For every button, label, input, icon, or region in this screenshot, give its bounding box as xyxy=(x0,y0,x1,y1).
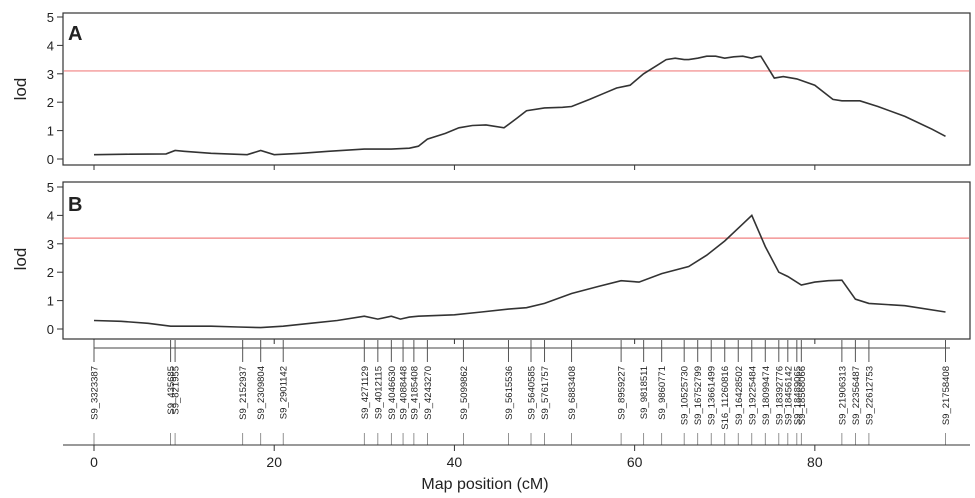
marker-label: S9_2152937 xyxy=(238,366,249,420)
map-position-tick-label: 60 xyxy=(627,454,643,470)
marker-label: S9_18568066 xyxy=(797,366,808,425)
panel-a-ytick-label: 0 xyxy=(47,152,54,167)
panel-a-ytick-label: 4 xyxy=(47,38,54,53)
panel-a-ytick-label: 2 xyxy=(47,95,54,110)
panel-b-ytick-label: 3 xyxy=(47,237,54,252)
marker-label: S9_6883408 xyxy=(567,366,578,420)
panel-a-ytick-label: 1 xyxy=(47,124,54,139)
marker-label: S9_4088448 xyxy=(399,366,410,420)
panel-a-frame xyxy=(62,12,971,166)
marker-label: S9_4185408 xyxy=(409,366,420,420)
marker-label: S9_4012115 xyxy=(373,366,384,419)
panel-b-ytick-label: 0 xyxy=(47,322,54,337)
panel-b-label: B xyxy=(68,194,82,216)
marker-label: S9_16752799 xyxy=(693,366,704,425)
panel-a-ytick-label: 5 xyxy=(47,10,54,25)
panel-b-x-ticks xyxy=(93,339,816,344)
marker-label: S9_5761757 xyxy=(540,366,551,420)
marker-label: S9_18392776 xyxy=(774,366,785,425)
marker-label: S9_3323387 xyxy=(90,366,101,420)
panel-b-ytick-label: 5 xyxy=(47,180,54,195)
marker-label: S9_4046630 xyxy=(387,366,398,420)
marker-label: S9_18099474 xyxy=(761,366,772,425)
map-position-xlabel: Map position (cM) xyxy=(421,476,548,493)
marker-label: S9_9818511 xyxy=(639,366,650,419)
marker-label: S9_18489065 xyxy=(792,366,803,425)
panel-b-lod-curve xyxy=(93,214,946,329)
panel-a-label: A xyxy=(68,23,82,45)
map-position-tick-label: 0 xyxy=(90,454,98,470)
marker-label: S9_13661499 xyxy=(707,366,718,425)
map-position-tick-label: 80 xyxy=(807,454,823,470)
marker-label: S9_18456142 xyxy=(783,366,794,425)
marker-label: S9_5099862 xyxy=(459,366,470,420)
marker-label: S9_10525730 xyxy=(680,366,691,425)
marker-label: S16_11260816 xyxy=(720,366,731,430)
panel-b-ytick-label: 4 xyxy=(47,208,54,223)
panel-a-ytick-label: 3 xyxy=(47,67,54,82)
map-position-tick-label: 40 xyxy=(447,454,463,470)
panel-a-ylabel: lod xyxy=(11,78,30,101)
panel-b-ytick-label: 2 xyxy=(47,265,54,280)
marker-label: S9_2309804 xyxy=(256,366,267,420)
marker-label: S9_2901142 xyxy=(279,366,290,419)
marker-label: S9_821955 xyxy=(171,366,182,415)
panel-b-y-axis: 0 1 2 3 4 5 xyxy=(47,180,63,337)
marker-label: S9_22612753 xyxy=(864,366,875,425)
marker-label: S9_19225484 xyxy=(747,366,758,425)
panel-a-lod-curve xyxy=(93,55,946,156)
marker-label: S9_8959227 xyxy=(617,366,628,420)
marker-label: S9_435685 xyxy=(166,366,177,415)
marker-label: S9_5640585 xyxy=(527,366,538,420)
marker-label: S9_9860771 xyxy=(657,366,668,420)
map-position-ticks: 0 20 40 60 80 xyxy=(90,445,823,470)
marker-label: S9_22356487 xyxy=(851,366,862,425)
map-position-tick-label: 20 xyxy=(266,454,282,470)
panel-b-ylabel: lod xyxy=(11,248,30,271)
marker-label: S9_21758408 xyxy=(941,366,952,425)
panel-a-y-axis: 0 1 2 3 4 5 xyxy=(47,10,63,167)
marker-label: S9_4271129 xyxy=(360,366,371,419)
panel-a-x-ticks xyxy=(93,165,816,170)
marker-label: S9_5615536 xyxy=(504,366,515,420)
marker-label: S9_16428502 xyxy=(734,366,745,425)
panel-b-frame xyxy=(62,181,971,340)
panel-a: A lod 0 1 2 3 4 5 xyxy=(11,10,971,170)
marker-label: S9_21906313 xyxy=(837,366,848,425)
marker-label: S9_4243270 xyxy=(423,366,434,420)
panel-b-ytick-label: 1 xyxy=(47,294,54,309)
map-position-axis: 0 20 40 60 80 Map position (cM) xyxy=(63,444,970,493)
panel-b: B lod 0 1 2 3 4 5 xyxy=(11,180,971,344)
